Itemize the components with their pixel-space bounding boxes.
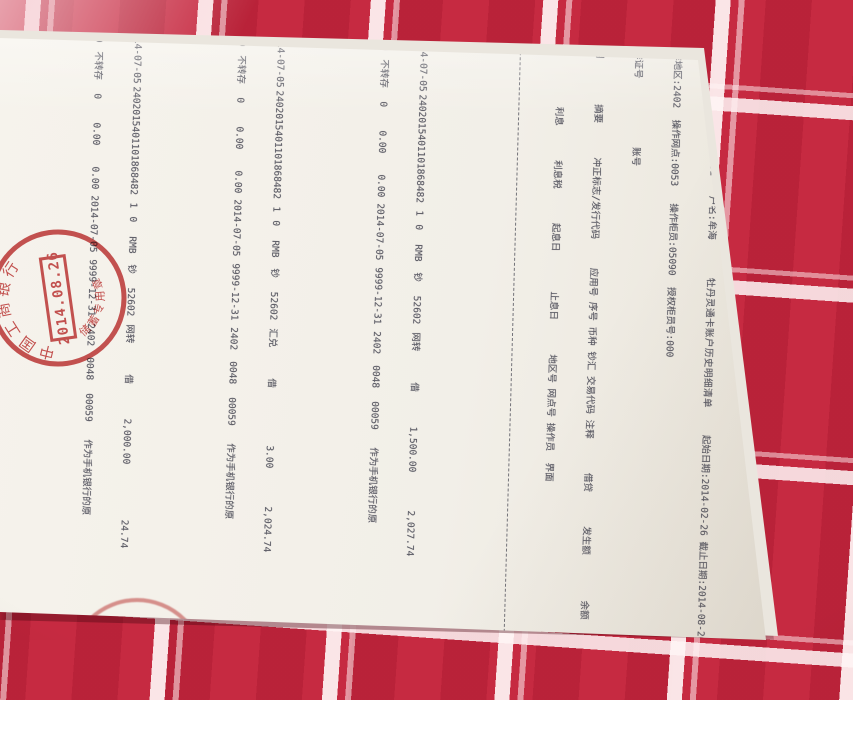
- txn-channel-interface: 作为手机银行的原: [365, 447, 379, 524]
- txn-currency: RMB: [412, 244, 424, 262]
- txn-operator-id: 00059: [368, 401, 381, 430]
- txn-no-transfer-flag: 不转存: [91, 51, 104, 81]
- txn-value-end-date: 9999-12-31: [371, 267, 384, 325]
- transaction-row: 2014-07-05 2402015401101868482 1 0 RMB 钞…: [193, 38, 314, 631]
- txn-balance: 2,027.74: [403, 510, 417, 557]
- txn-zero-flag: 0: [377, 101, 389, 108]
- txn-app-number: 0: [269, 220, 282, 227]
- txn-code: 52602: [267, 291, 280, 321]
- txn-interest: 0.00: [90, 122, 102, 146]
- txn-cash-flag: 钞: [268, 268, 280, 279]
- txn-channel-interface: 作为手机银行的原: [79, 439, 93, 516]
- txn-debit-credit: 借: [408, 382, 420, 392]
- txn-debit-credit: 借: [265, 378, 277, 388]
- txn-description: 汇兑: [266, 328, 279, 348]
- txn-cash-flag: 钞: [411, 272, 423, 283]
- txn-account-number: 2402015401101868482: [127, 86, 142, 196]
- dashed-separator: [491, 38, 522, 637]
- txn-region-code: 2402: [370, 331, 383, 355]
- column-headers-row-2: 利息 利息税 起息日 止息日 地区号 网点号 操作员 界面: [542, 38, 567, 482]
- txn-account-number: 2402015401101868482: [270, 90, 285, 200]
- txn-branch-code: 0048: [226, 361, 239, 385]
- txn-zero-flag: 0: [234, 97, 246, 104]
- txn-amount: 3.00: [263, 445, 275, 469]
- txn-debit-credit: 借: [122, 374, 134, 384]
- txn-amount: 2,000.00: [120, 418, 133, 465]
- txn-region-code: 2402: [227, 327, 240, 351]
- transaction-line-main: 2014-07-05 2402015401101868482 1 0 RMB 钞…: [401, 38, 431, 634]
- txn-balance: 2,024.74: [260, 506, 274, 553]
- txn-zero-flag: 0: [91, 93, 103, 100]
- txn-app-number: 0: [412, 224, 425, 231]
- txn-sequence: 1: [127, 202, 139, 209]
- txn-interest: 0.00: [233, 126, 245, 150]
- transaction-line-detail: 000 不转存 0 0.00 0.00 2014-07-05 9999-12-3…: [219, 38, 249, 629]
- work-id-line: 工作证号 账号: [629, 40, 645, 167]
- txn-account-number: 2402015401101868482: [413, 94, 428, 204]
- bank-seal: 中国工商银行 储蓄专用章 2014.08.26: [0, 229, 127, 369]
- txn-sequence: 1: [270, 206, 282, 213]
- txn-sequence: 1: [413, 210, 425, 217]
- txn-interest-tax: 0.00: [374, 174, 387, 198]
- txn-branch-code: 0048: [369, 365, 382, 389]
- txn-no-transfer-flag: 不转存: [234, 55, 247, 85]
- txn-value-start-date: 2014-07-05: [373, 203, 386, 261]
- photo-of-bank-statement: { "colors":{"stamp_red":"#bf2f2f","cloth…: [0, 0, 853, 700]
- txn-balance: 24.74: [117, 519, 130, 549]
- statement-date-range: 起始日期:2014-02-26 截止日期:2014-08-26: [694, 434, 712, 643]
- txn-value-start-date: 2014-07-05: [230, 199, 243, 257]
- txn-interest: 0.00: [376, 130, 388, 154]
- txn-currency: RMB: [269, 240, 281, 258]
- txn-description: 网转: [409, 332, 422, 352]
- txn-value-end-date: 9999-12-31: [228, 263, 241, 321]
- txn-interest-tax: 0.00: [231, 170, 244, 194]
- operator-info-line: 操作地区:2402 操作网点:0053 操作柜员:05090 授权柜员号:000: [663, 41, 684, 358]
- txn-no-transfer-flag: 不转存: [377, 59, 390, 89]
- column-headers-row-1: 日期 摘要 冲正标志/发行代码 应用号 序号 币种 钞汇 交易代码 注释 借贷 …: [578, 39, 606, 620]
- txn-code: 52602: [410, 295, 423, 325]
- txn-interest-tax: 0.00: [88, 166, 101, 190]
- transaction-line-main: 2014-07-05 2402015401101868482 1 0 RMB 钞…: [258, 38, 288, 630]
- txn-operator-id: 00059: [225, 397, 238, 426]
- txn-channel-interface: 作为手机银行的原: [222, 443, 236, 520]
- transaction-line-detail: 000 不转存 0 0.00 0.00 2014-07-05 9999-12-3…: [362, 38, 392, 633]
- transaction-row: 2014-07-05 2402015401101868482 1 0 RMB 钞…: [336, 38, 457, 635]
- txn-amount: 1,500.00: [406, 426, 419, 473]
- statement-title: 牡丹灵通卡账户历史明细清单: [701, 277, 716, 409]
- txn-operator-id: 00059: [82, 393, 95, 422]
